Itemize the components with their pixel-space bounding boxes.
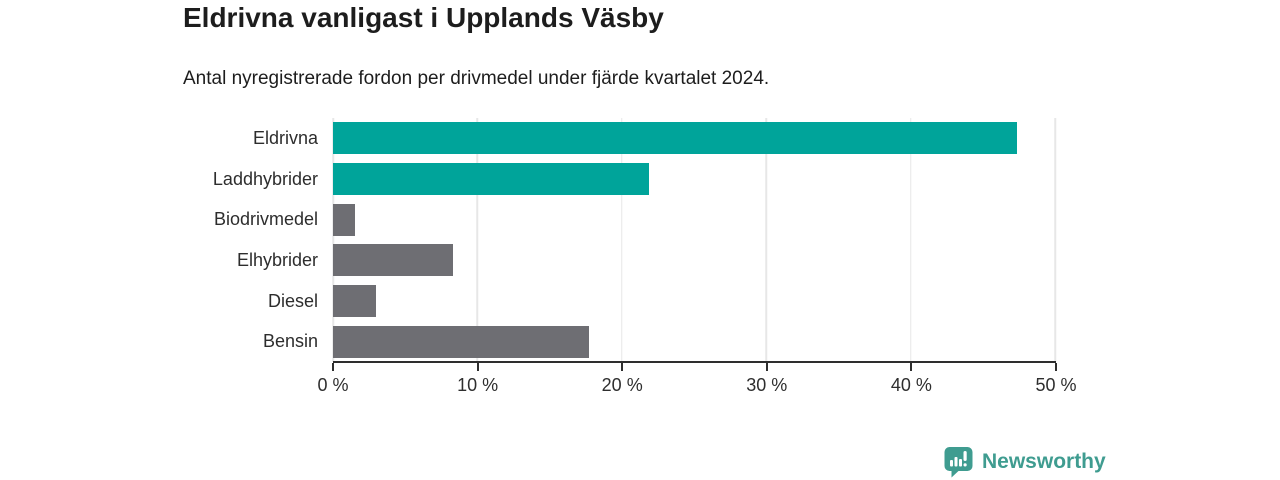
bar-rows: Eldrivna Laddhybrider Biodrivmedel Elhybrid… [183, 118, 1055, 362]
x-tick-50 [1055, 363, 1057, 371]
plot-area [332, 118, 1056, 362]
bar-diesel [333, 285, 377, 318]
x-tick-20 [621, 363, 624, 371]
bar-row: Laddhybrider [183, 159, 1055, 200]
category-label: Laddhybrider [212, 168, 318, 189]
bar-row: Bensin [183, 321, 1055, 362]
x-tick-label-30: 30 % [746, 375, 788, 395]
bar-track [333, 244, 1055, 277]
newsworthy-speech-bubble-bar-chart-icon [943, 446, 974, 478]
gridline-0 [332, 118, 334, 362]
bar-row: Biodrivmedel [183, 199, 1055, 240]
bar-track [333, 203, 1055, 236]
bar-row: Eldrivna [183, 118, 1055, 159]
category-label: Diesel [267, 290, 318, 311]
bar-track [333, 163, 1055, 195]
newsworthy-logo[interactable]: Newsworthy [943, 446, 1106, 478]
bar-biodrivmedel [333, 203, 355, 236]
bar-row: Elhybrider [183, 240, 1055, 281]
brand-name: Newsworthy [982, 450, 1106, 473]
bar-laddhybrider [333, 163, 650, 195]
x-tick-label-0: 0 % [317, 375, 349, 395]
bar-track [333, 122, 1055, 155]
gridline-40 [909, 118, 912, 362]
bar-elhybrider [333, 244, 453, 277]
bar-track [333, 325, 1055, 358]
gridline-50 [1054, 118, 1056, 362]
chart-title: Eldrivna vanligast i Upplands Väsby [183, 2, 664, 33]
gridline-20 [621, 118, 623, 362]
bar-track [333, 285, 1055, 318]
gridline-10 [476, 118, 479, 362]
category-label: Bensin [262, 331, 318, 352]
x-tick-40 [910, 363, 913, 371]
x-tick-label-40: 40 % [890, 375, 932, 395]
bar-row: Diesel [183, 281, 1055, 322]
bar-bensin [333, 325, 589, 358]
x-axis: 0 % 10 % 20 % 30 % 40 % 50 % [317, 361, 1077, 403]
x-tick-label-10: 10 % [457, 375, 499, 395]
category-label: Eldrivna [252, 127, 318, 148]
x-tick-30 [765, 363, 768, 371]
x-tick-0 [332, 363, 334, 371]
x-tick-label-50: 50 % [1035, 375, 1077, 395]
chart-subtitle: Antal nyregistrerade fordon per drivmede… [183, 68, 770, 89]
x-tick-10 [476, 363, 479, 371]
category-label: Elhybrider [236, 249, 318, 270]
x-tick-label-20: 20 % [601, 375, 643, 395]
gridline-30 [765, 118, 767, 362]
category-label: Biodrivmedel [213, 209, 318, 230]
bar-eldrivna [333, 122, 1018, 155]
